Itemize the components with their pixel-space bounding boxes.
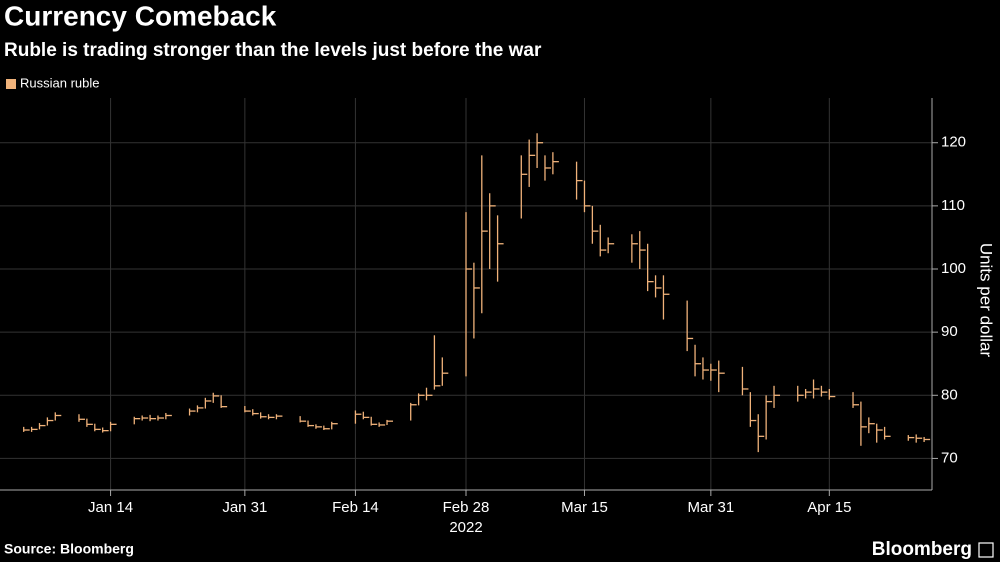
x-tick-label: Feb 28	[443, 499, 490, 516]
chart-title: Currency Comeback	[4, 0, 277, 31]
x-year-label: 2022	[449, 519, 482, 536]
brand: Bloomberg	[872, 539, 972, 560]
legend-swatch	[6, 79, 16, 89]
x-tick-label: Jan 14	[88, 499, 133, 516]
x-tick-label: Mar 15	[561, 499, 608, 516]
y-tick-label: 90	[941, 323, 958, 340]
x-tick-label: Mar 31	[688, 499, 735, 516]
chart-subtitle: Ruble is trading stronger than the level…	[4, 40, 542, 61]
y-tick-label: 110	[941, 197, 965, 214]
y-tick-label: 120	[941, 134, 966, 151]
x-tick-label: Jan 31	[222, 499, 267, 516]
y-tick-label: 70	[941, 449, 958, 466]
brand-icon	[978, 542, 994, 558]
source: Source: Bloomberg	[4, 541, 134, 557]
y-tick-label: 100	[941, 260, 966, 277]
y-axis-label: Units per dollar	[977, 243, 996, 358]
x-tick-label: Feb 14	[332, 499, 379, 516]
legend-label: Russian ruble	[20, 75, 100, 90]
y-tick-label: 80	[941, 386, 958, 403]
x-tick-label: Apr 15	[807, 499, 851, 516]
